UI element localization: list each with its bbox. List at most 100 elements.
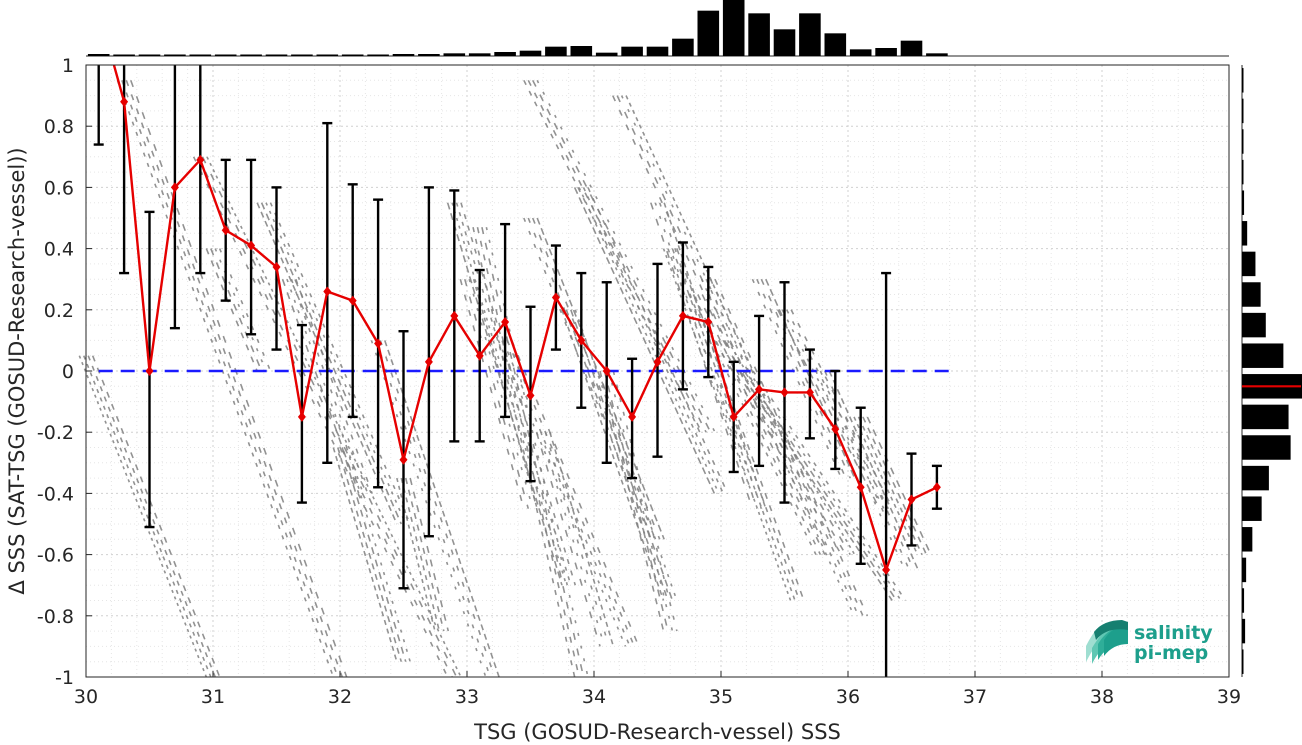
mean-marker xyxy=(526,390,535,401)
scatter-streak xyxy=(561,309,665,601)
scatter-streak xyxy=(650,202,754,509)
scatter-streak xyxy=(760,278,851,479)
scatter-streak xyxy=(608,370,674,632)
right-hist-bar xyxy=(1242,343,1284,368)
x-tick-label: 32 xyxy=(328,686,352,708)
logo-text-pimep: pi-mep xyxy=(1134,642,1208,664)
top-hist-bar xyxy=(443,53,466,56)
scatter-streak xyxy=(523,79,703,433)
top-hist-bar xyxy=(164,54,186,56)
mean-marker xyxy=(653,356,662,367)
right-hist-bar xyxy=(1242,527,1253,552)
scatter-streak xyxy=(384,340,500,678)
salinity-pimep-logo: salinity pi-mep xyxy=(1086,620,1213,664)
right-hist-bar xyxy=(1242,221,1248,246)
x-tick-label: 37 xyxy=(963,686,987,708)
mean-marker xyxy=(120,96,129,107)
scatter-streak xyxy=(455,202,572,586)
x-axis-label: TSG (GOSUD-Research-vessel) SSS xyxy=(473,720,841,744)
scatter-streak xyxy=(718,339,847,556)
mean-series xyxy=(112,65,941,575)
mean-marker xyxy=(348,295,357,306)
scatter-streak xyxy=(201,156,458,678)
scatter-streak xyxy=(777,309,881,510)
mean-marker xyxy=(704,317,713,328)
scatter-streak xyxy=(400,477,441,632)
scatter-streak xyxy=(531,217,661,540)
top-hist-bar xyxy=(418,54,440,56)
scatter-streak xyxy=(205,248,258,372)
scatter-streak xyxy=(747,370,902,601)
scatter-streak xyxy=(671,248,801,601)
mean-marker xyxy=(628,411,637,422)
top-hist-bar xyxy=(900,40,923,56)
right-hist-bar xyxy=(1242,496,1262,521)
scatter-streak xyxy=(536,217,665,540)
scatter-streak xyxy=(709,278,864,617)
mean-marker xyxy=(323,286,332,297)
mean-marker xyxy=(551,292,560,303)
top-hist-bar xyxy=(773,29,796,56)
scatter-streak xyxy=(281,278,360,494)
right-hist-bar xyxy=(1242,557,1247,583)
mean-marker xyxy=(145,366,154,376)
mean-marker xyxy=(501,317,510,328)
top-hist-bar xyxy=(595,52,618,56)
top-hist-bar xyxy=(87,54,110,56)
top-hist-bar xyxy=(214,54,237,56)
mean-marker xyxy=(297,411,306,422)
scatter-streak xyxy=(451,202,568,586)
mean-marker xyxy=(678,310,687,321)
top-hist-bar xyxy=(291,54,313,56)
mean-marker xyxy=(399,454,408,465)
scatter-streak xyxy=(713,339,843,556)
y-tick-label: -0.8 xyxy=(37,606,74,628)
y-tick-label: -1 xyxy=(55,667,74,689)
scatter-streak xyxy=(523,217,652,540)
scatter-streak xyxy=(485,227,589,678)
scatter-streak xyxy=(404,477,445,632)
top-hist-bar xyxy=(316,54,339,56)
right-hist-bar xyxy=(1242,159,1244,185)
scatter-streak xyxy=(866,416,932,555)
mean-marker xyxy=(424,356,433,367)
scatter-streak xyxy=(756,278,847,479)
x-tick-label: 38 xyxy=(1090,686,1114,708)
y-tick-label: -0.2 xyxy=(37,422,74,444)
mean-line xyxy=(112,65,938,574)
top-hist-bar xyxy=(341,54,364,56)
scatter-points xyxy=(78,79,932,678)
right-hist-bar xyxy=(1242,68,1244,93)
scatter-streak xyxy=(582,187,724,494)
scatter-streak xyxy=(692,294,822,555)
scatter-streak xyxy=(214,248,267,372)
scatter-streak xyxy=(409,477,450,632)
right-histogram xyxy=(1241,65,1302,677)
top-hist-bar xyxy=(113,54,135,56)
top-histogram xyxy=(86,0,1229,57)
y-tick-label: -0.6 xyxy=(37,545,74,567)
scatter-streak xyxy=(511,340,640,647)
scatter-streak xyxy=(345,447,411,662)
top-hist-bar xyxy=(748,13,770,57)
top-hist-bar xyxy=(926,53,948,56)
scatter-streak xyxy=(620,95,750,372)
scatter-streak xyxy=(700,278,855,617)
scatter-streak xyxy=(192,156,449,678)
x-tick-labels: 30 31 32 33 34 35 36 37 38 39 xyxy=(74,671,1241,708)
mean-marker xyxy=(221,225,230,236)
right-hist-bar xyxy=(1242,435,1291,460)
scatter-streak xyxy=(87,355,216,678)
scatter-streak xyxy=(862,416,928,555)
scatter-streak xyxy=(752,370,907,601)
mean-marker xyxy=(932,482,941,493)
scatter-streak xyxy=(697,294,826,555)
y-tick-label: 0.6 xyxy=(44,177,74,199)
top-hist-bar xyxy=(367,54,389,56)
mean-marker xyxy=(577,335,586,346)
scatter-streak xyxy=(91,355,221,678)
right-hist-bar xyxy=(1242,404,1289,430)
top-hist-bar xyxy=(697,10,720,56)
logo-wave-icon xyxy=(1086,620,1128,664)
